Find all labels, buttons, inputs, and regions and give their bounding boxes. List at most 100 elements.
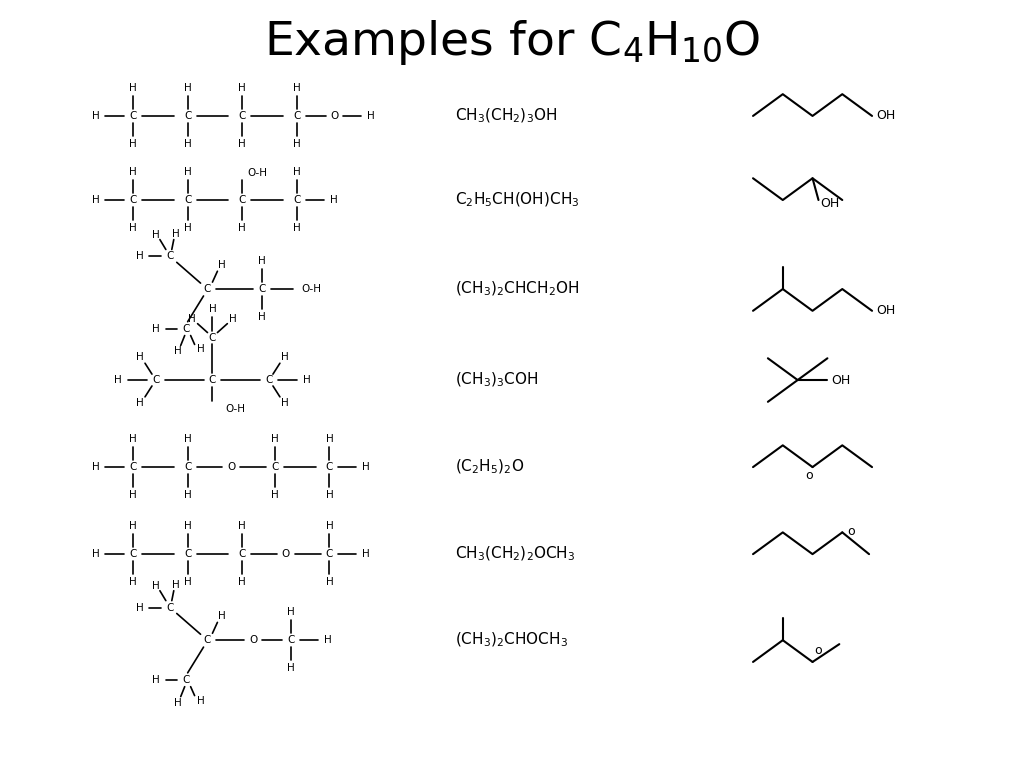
Text: H: H <box>217 260 225 270</box>
Text: H: H <box>326 577 334 587</box>
Text: H: H <box>368 111 375 121</box>
Text: C: C <box>184 549 191 559</box>
Text: H: H <box>129 83 137 93</box>
Text: H: H <box>152 230 160 240</box>
Text: H: H <box>129 223 137 233</box>
Text: C: C <box>287 635 295 645</box>
Text: H: H <box>136 603 144 613</box>
Text: C: C <box>153 375 160 385</box>
Text: C: C <box>239 549 246 559</box>
Text: C: C <box>129 462 137 472</box>
Text: H: H <box>197 344 205 354</box>
Text: H: H <box>183 490 191 500</box>
Text: H: H <box>129 521 137 531</box>
Text: H: H <box>136 353 144 362</box>
Text: O: O <box>331 111 339 121</box>
Text: C: C <box>239 111 246 121</box>
Text: (C$_2$H$_5$)$_2$O: (C$_2$H$_5$)$_2$O <box>456 458 525 476</box>
Text: H: H <box>115 375 122 385</box>
Text: C: C <box>204 284 211 294</box>
Text: o: o <box>814 644 822 657</box>
Text: C: C <box>271 462 279 472</box>
Text: H: H <box>91 111 99 121</box>
Text: H: H <box>183 521 191 531</box>
Text: Examples for $\mathregular{C_4H_{10}O}$: Examples for $\mathregular{C_4H_{10}O}$ <box>264 18 760 67</box>
Text: C: C <box>184 462 191 472</box>
Text: H: H <box>91 462 99 472</box>
Text: C: C <box>182 323 189 333</box>
Text: H: H <box>152 581 160 591</box>
Text: H: H <box>183 83 191 93</box>
Text: H: H <box>362 462 370 472</box>
Text: C$_2$H$_5$CH(OH)CH$_3$: C$_2$H$_5$CH(OH)CH$_3$ <box>456 190 580 209</box>
Text: H: H <box>303 375 310 385</box>
Text: C: C <box>166 251 173 261</box>
Text: H: H <box>152 323 160 333</box>
Text: H: H <box>326 490 334 500</box>
Text: H: H <box>172 229 179 239</box>
Text: C: C <box>258 284 266 294</box>
Text: H: H <box>129 435 137 445</box>
Text: H: H <box>293 139 301 149</box>
Text: C: C <box>129 549 137 559</box>
Text: H: H <box>239 83 246 93</box>
Text: H: H <box>136 398 144 408</box>
Text: H: H <box>136 251 144 261</box>
Text: H: H <box>183 577 191 587</box>
Text: C: C <box>239 195 246 205</box>
Text: C: C <box>293 195 300 205</box>
Text: H: H <box>287 663 295 673</box>
Text: H: H <box>229 313 238 324</box>
Text: C: C <box>326 462 333 472</box>
Text: H: H <box>239 139 246 149</box>
Text: H: H <box>152 675 160 685</box>
Text: (CH$_3$)$_3$COH: (CH$_3$)$_3$COH <box>456 371 539 389</box>
Text: H: H <box>129 139 137 149</box>
Text: H: H <box>91 549 99 559</box>
Text: H: H <box>330 195 337 205</box>
Text: H: H <box>287 607 295 617</box>
Text: H: H <box>91 195 99 205</box>
Text: H: H <box>271 490 279 500</box>
Text: H: H <box>324 635 332 645</box>
Text: C: C <box>182 675 189 685</box>
Text: H: H <box>183 435 191 445</box>
Text: o: o <box>847 525 855 538</box>
Text: C: C <box>129 111 137 121</box>
Text: H: H <box>239 577 246 587</box>
Text: OH: OH <box>876 304 895 317</box>
Text: C: C <box>293 111 300 121</box>
Text: H: H <box>293 167 301 177</box>
Text: C: C <box>209 375 216 385</box>
Text: OH: OH <box>820 197 840 210</box>
Text: H: H <box>129 577 137 587</box>
Text: H: H <box>129 490 137 500</box>
Text: CH$_3$(CH$_2$)$_3$OH: CH$_3$(CH$_2$)$_3$OH <box>456 107 558 125</box>
Text: O: O <box>282 549 290 559</box>
Text: OH: OH <box>876 110 895 122</box>
Text: O-H: O-H <box>247 168 267 178</box>
Text: H: H <box>326 521 334 531</box>
Text: H: H <box>258 312 266 322</box>
Text: H: H <box>187 313 196 324</box>
Text: H: H <box>293 83 301 93</box>
Text: H: H <box>183 139 191 149</box>
Text: H: H <box>239 521 246 531</box>
Text: H: H <box>197 696 205 706</box>
Text: H: H <box>271 435 279 445</box>
Text: C: C <box>326 549 333 559</box>
Text: H: H <box>183 167 191 177</box>
Text: O: O <box>227 462 236 472</box>
Text: H: H <box>174 697 181 707</box>
Text: H: H <box>183 223 191 233</box>
Text: C: C <box>209 333 216 343</box>
Text: H: H <box>258 257 266 266</box>
Text: O-H: O-H <box>225 404 246 414</box>
Text: CH$_3$(CH$_2$)$_2$OCH$_3$: CH$_3$(CH$_2$)$_2$OCH$_3$ <box>456 545 575 564</box>
Text: H: H <box>293 223 301 233</box>
Text: (CH$_3$)$_2$CHOCH$_3$: (CH$_3$)$_2$CHOCH$_3$ <box>456 631 568 650</box>
Text: H: H <box>326 435 334 445</box>
Text: H: H <box>174 346 181 356</box>
Text: C: C <box>265 375 272 385</box>
Text: O: O <box>249 635 257 645</box>
